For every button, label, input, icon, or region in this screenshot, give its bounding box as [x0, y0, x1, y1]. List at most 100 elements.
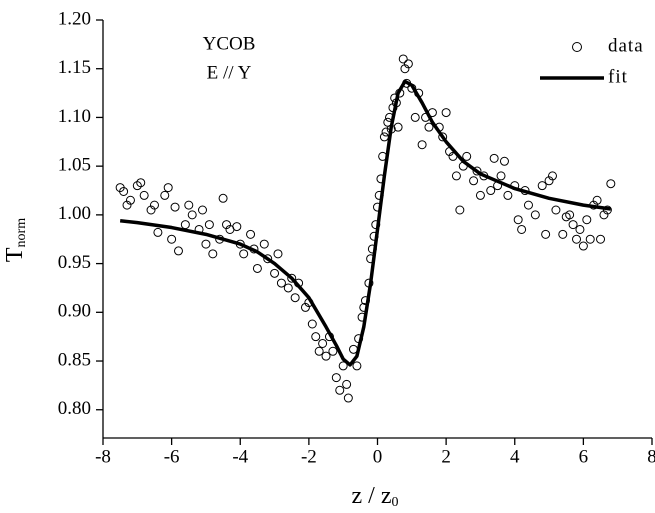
data-point [596, 234, 606, 244]
data-point [338, 361, 348, 371]
data-point [246, 229, 256, 239]
x-tick-label: 0 [373, 446, 383, 467]
data-point [403, 59, 413, 69]
y-label-sub: norm [14, 218, 29, 248]
x-tick-label: -4 [232, 446, 248, 467]
x-tick-label: 6 [579, 446, 589, 467]
data-point [530, 210, 540, 220]
legend-label: fit [608, 66, 628, 87]
data-point [273, 249, 283, 259]
data-point [455, 205, 465, 215]
data-point [314, 346, 324, 356]
x-label-main: z / z [352, 483, 392, 509]
data-point [146, 205, 156, 215]
y-tick-label: 0.95 [58, 252, 91, 273]
data-point [180, 220, 190, 230]
x-tick-label: 8 [647, 446, 655, 467]
y-tick-label: 0.85 [58, 349, 91, 370]
y-tick-label: 1.20 [58, 8, 91, 29]
data-point [218, 193, 228, 203]
data-point [263, 254, 273, 264]
data-point [232, 222, 242, 232]
data-point [572, 234, 582, 244]
data-point [252, 263, 262, 273]
x-axis-label: z / z0 [352, 483, 399, 511]
y-tick-label: 1.00 [58, 203, 91, 224]
data-point [198, 205, 208, 215]
y-tick-label: 0.90 [58, 301, 91, 322]
y-tick-label: 0.80 [58, 398, 91, 419]
annotation: E // Y [207, 62, 252, 83]
data-point [321, 351, 331, 361]
data-point [379, 132, 389, 142]
x-tick-label: 2 [441, 446, 451, 467]
data-point [311, 332, 321, 342]
data-point [551, 205, 561, 215]
data-point [167, 234, 177, 244]
data-point [149, 200, 159, 210]
legend-marker [572, 42, 582, 52]
legend-label: data [608, 35, 644, 56]
data-point [328, 346, 338, 356]
data-point [606, 179, 616, 189]
data-point [153, 227, 163, 237]
data-point [489, 153, 499, 163]
data-point [451, 171, 461, 181]
data-point [462, 151, 472, 161]
data-point [239, 249, 249, 259]
data-point [300, 302, 310, 312]
data-point [486, 186, 496, 196]
data-point [136, 178, 146, 188]
data-point [318, 338, 328, 348]
data-point [503, 190, 513, 200]
x-tick-label: -2 [301, 446, 317, 467]
data-point [602, 205, 612, 215]
data-point [417, 140, 427, 150]
data-point [283, 283, 293, 293]
data-point [287, 273, 297, 283]
data-point [398, 54, 408, 64]
fit-line [119, 79, 612, 367]
data-point [208, 249, 218, 259]
data-point [204, 220, 214, 230]
x-tick-label: 4 [510, 446, 520, 467]
data-point [438, 132, 448, 142]
x-label-sub: 0 [391, 495, 398, 510]
data-point [270, 268, 280, 278]
data-point [187, 210, 197, 220]
data-point [160, 190, 170, 200]
data-point [259, 239, 269, 249]
data-point [342, 379, 352, 389]
data-point [475, 190, 485, 200]
data-point [537, 181, 547, 191]
data-point [424, 122, 434, 132]
data-point [119, 186, 129, 196]
data-point [558, 229, 568, 239]
data-point [592, 195, 602, 205]
data-point [331, 373, 341, 383]
data-point [307, 319, 317, 329]
data-point [132, 181, 142, 191]
y-tick-label: 1.05 [58, 155, 91, 176]
x-tick-label: -6 [164, 446, 180, 467]
data-point [393, 122, 403, 132]
data-point [400, 64, 410, 74]
data-point [568, 220, 578, 230]
data-point [122, 200, 132, 210]
data-point [544, 176, 554, 186]
data-point [410, 112, 420, 122]
y-tick-label: 1.10 [58, 106, 91, 127]
data-point [276, 278, 286, 288]
data-point [547, 171, 557, 181]
data-point [523, 200, 533, 210]
data-point [335, 385, 345, 395]
data-point [163, 183, 173, 193]
data-point [290, 293, 300, 303]
data-point [599, 210, 609, 220]
data-point [469, 176, 479, 186]
data-point [173, 246, 183, 256]
data-point [352, 361, 362, 371]
data-point [565, 210, 575, 220]
y-tick-label: 1.15 [58, 57, 91, 78]
